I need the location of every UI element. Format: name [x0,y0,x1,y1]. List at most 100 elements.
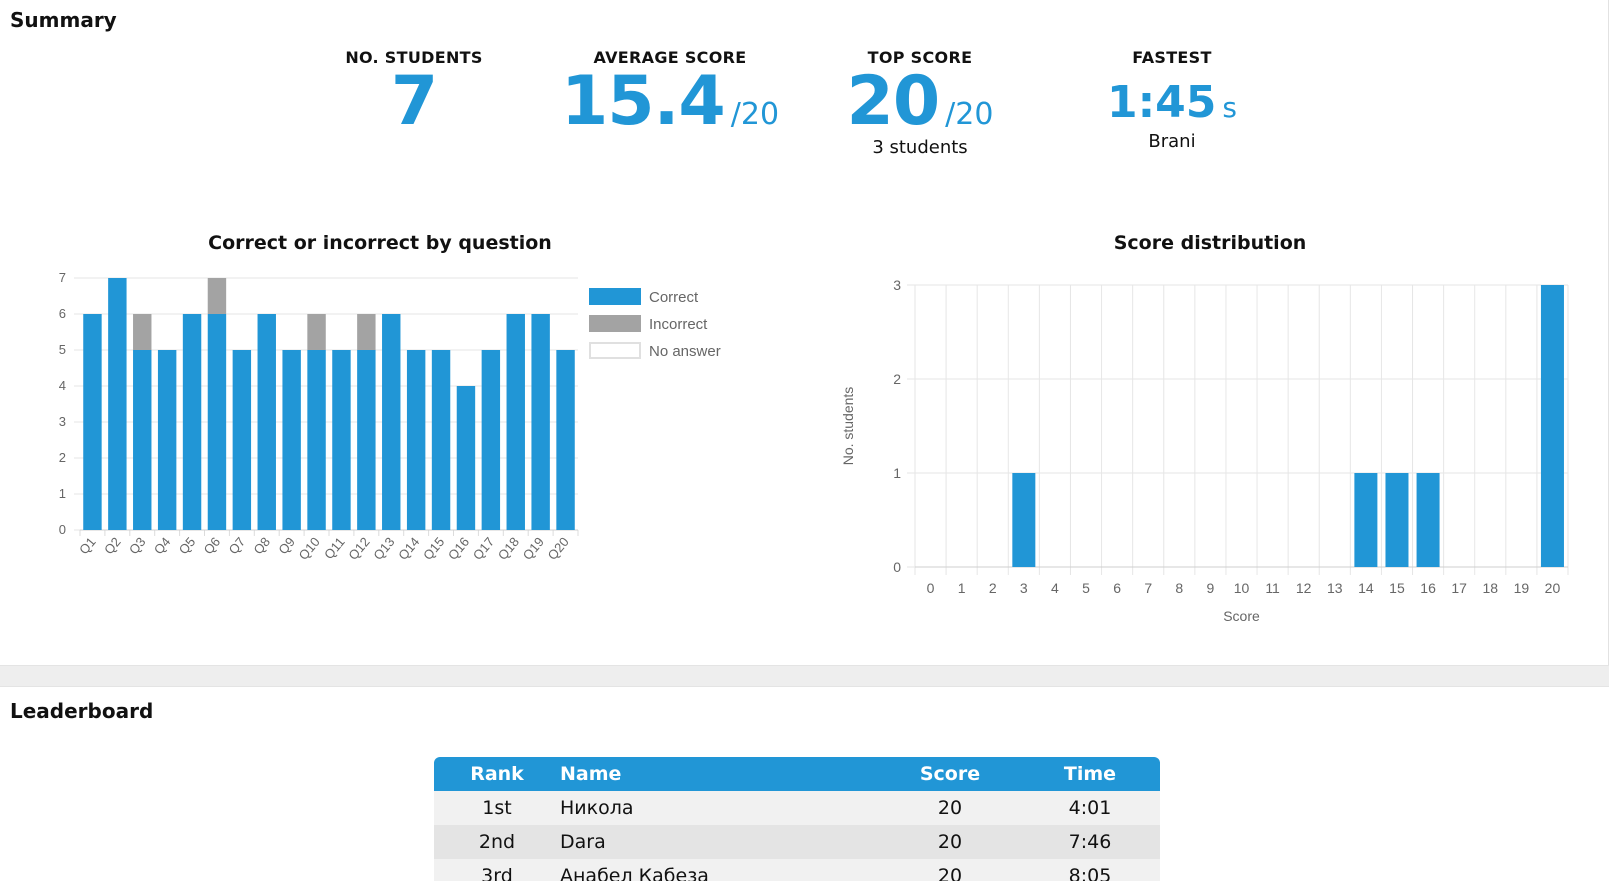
x-tick-label: 4 [1051,580,1059,596]
stat-average-label: AVERAGE SCORE [593,48,747,67]
stat-top-label: TOP SCORE [867,48,973,67]
x-tick-label: Q8 [250,534,273,557]
x-tick-label: 16 [1420,580,1436,596]
x-tick-label: Q2 [101,534,124,557]
header-name[interactable]: Name [560,763,622,785]
y-tick-label: 0 [893,559,901,575]
x-tick-label: Q9 [275,534,298,557]
leaderboard-title: Leaderboard [10,699,154,723]
x-tick-label: 10 [1234,580,1250,596]
row-name: Никола [560,797,634,819]
table-row: 3rd Анабел Кабеза 20 8:05 [434,859,1160,881]
stat-fastest-label: FASTEST [1132,48,1212,67]
y-tick-label: 2 [893,371,901,387]
x-tick-label: 6 [1113,580,1121,596]
x-tick-label: Q6 [201,534,224,557]
row-time: 7:46 [1068,831,1112,853]
bar-correct [556,350,575,530]
bar-correct [531,314,550,530]
x-tick-label: 3 [1020,580,1028,596]
row-name: Dara [560,831,606,853]
stat-average: AVERAGE SCORE 15.4/20 [560,48,780,137]
stat-students-value: 7 [390,62,438,141]
row-rank: 2nd [478,831,516,853]
bar-score [1540,285,1564,567]
stat-fastest-sub: Brani [1148,131,1196,152]
table-row: 1st Никола 20 4:01 [434,791,1160,825]
header-time[interactable]: Time [1063,763,1117,785]
y-tick-label: 2 [59,450,66,465]
bar-correct [282,350,301,530]
row-rank: 1st [482,797,512,819]
x-tick-label: 9 [1207,580,1215,596]
bar-correct [133,350,152,530]
legend-label-incorrect: Incorrect [649,316,708,333]
bar-correct [431,350,451,530]
x-axis-label: Score [1223,608,1260,624]
stat-fastest-value: 1:45 [1106,77,1217,128]
bar-correct [182,314,202,530]
chart2-title: Score distribution [1113,232,1307,254]
stat-fastest: FASTEST 1:45 s Brani [1092,48,1252,152]
bar-correct [157,350,177,530]
y-tick-label: 3 [893,277,901,293]
y-tick-label: 3 [59,414,66,429]
y-tick-label: 5 [59,342,66,357]
x-tick-label: 11 [1265,580,1280,596]
x-tick-label: Q5 [176,534,199,557]
x-tick-label: Q1 [76,534,99,557]
x-tick-label: 18 [1482,580,1498,596]
x-tick-label: Q16 [445,534,472,562]
x-tick-label: Q3 [126,534,149,557]
legend-swatch-correct [589,288,641,305]
bar-incorrect [307,314,326,350]
bar-correct [332,350,351,530]
stat-students-label: NO. STUDENTS [345,48,483,67]
x-tick-label: 5 [1082,580,1090,596]
x-tick-label: Q17 [470,534,497,562]
bar-correct [232,350,252,530]
x-tick-label: Q19 [520,534,547,562]
row-score: 20 [937,831,963,853]
leaderboard-table: Rank Name Score Time 1st Никола 20 4:01 … [434,757,1160,881]
x-tick-label: Q15 [420,534,447,562]
x-tick-label: 15 [1389,580,1405,596]
x-tick-label: 1 [958,580,966,596]
row-rank: 3rd [481,865,513,881]
legend-swatch-no-answer [589,342,641,359]
header-rank[interactable]: Rank [470,763,524,785]
summary-section: Summary NO. STUDENTS 7 AVERAGE SCORE 15.… [10,0,1609,665]
header-score[interactable]: Score [919,763,981,785]
row-score: 20 [937,797,963,819]
legend-label-no-answer: No answer [649,343,721,360]
stat-fastest-unit: s [1222,91,1238,124]
x-tick-label: 2 [989,580,997,596]
x-tick-label: Q12 [345,534,372,562]
bar-correct [406,350,426,530]
bar-incorrect [133,314,152,350]
table-row: 2nd Dara 20 7:46 [434,825,1160,859]
x-tick-label: 20 [1545,580,1561,596]
bar-correct [83,314,102,530]
bar-correct [506,314,525,530]
stat-top-value: 20 [846,62,941,141]
bar-score [1385,473,1409,567]
y-tick-label: 4 [59,378,66,393]
x-tick-label: 19 [1514,580,1530,596]
y-tick-label: 0 [59,522,66,537]
y-tick-label: 1 [893,465,901,481]
x-tick-label: 14 [1358,580,1374,596]
bar-correct [357,350,376,530]
y-tick-label: 6 [59,306,66,321]
x-tick-label: Q18 [495,534,522,562]
y-tick-label: 7 [59,270,66,285]
x-tick-label: 0 [927,580,935,596]
legend-label-correct: Correct [649,289,699,306]
stat-top-unit: /20 [945,97,994,132]
x-tick-label: Q4 [151,534,174,557]
stat-average-value: 15.4 [560,62,726,141]
bar-score [1416,473,1440,567]
bar-correct [207,314,227,530]
